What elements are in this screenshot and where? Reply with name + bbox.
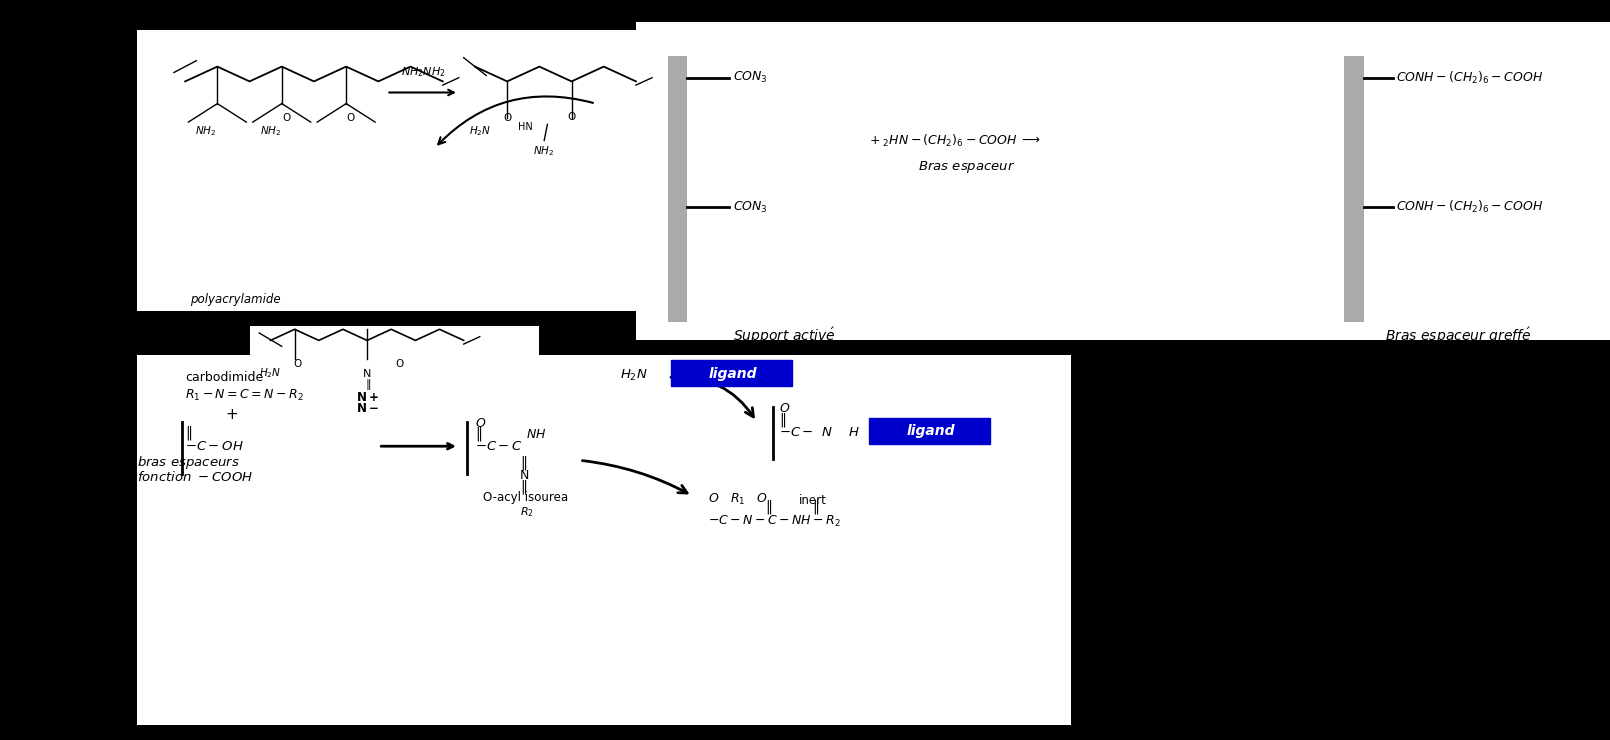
- FancyArrowPatch shape: [671, 377, 753, 417]
- Text: $NH_2$: $NH_2$: [195, 124, 217, 138]
- Text: $+$: $+$: [225, 407, 238, 422]
- Text: $H_2N$: $H_2N$: [469, 124, 491, 138]
- Text: $\|$: $\|$: [779, 411, 786, 429]
- Text: $-C-$: $-C-$: [779, 426, 813, 440]
- Bar: [250, 326, 539, 533]
- Text: O: O: [394, 359, 404, 369]
- Text: carbodimide: carbodimide: [185, 371, 264, 384]
- Bar: [1344, 56, 1364, 322]
- Text: $\mathbf{N-}$: $\mathbf{N-}$: [356, 402, 378, 415]
- Text: $\mathit{Support\ activ\acute{e}}$: $\mathit{Support\ activ\acute{e}}$: [733, 326, 836, 346]
- Text: N: N: [362, 369, 372, 379]
- Text: $H_2N$: $H_2N$: [259, 366, 282, 380]
- Text: $-C-OH$: $-C-OH$: [185, 440, 243, 453]
- Text: $\mathit{fonction\ -COOH}$: $\mathit{fonction\ -COOH}$: [137, 471, 253, 484]
- Text: polyacrylamide: polyacrylamide: [190, 293, 280, 306]
- Text: $CONH - (CH_2)_6 - COOH$: $CONH - (CH_2)_6 - COOH$: [1396, 70, 1542, 86]
- Text: $NH$: $NH$: [526, 428, 547, 441]
- FancyBboxPatch shape: [869, 418, 990, 444]
- Text: $\mathit{Bras\ espaceur}$: $\mathit{Bras\ espaceur}$: [918, 158, 1016, 175]
- Text: $\|$: $\|$: [475, 425, 481, 443]
- Text: O: O: [502, 113, 512, 124]
- Text: $\|$: $\|$: [185, 424, 192, 442]
- Text: $R_1 - N = C = N - R_2$: $R_1 - N = C = N - R_2$: [185, 388, 304, 403]
- Text: O-acyl isourea: O-acyl isourea: [483, 491, 568, 504]
- Text: $H$: $H$: [848, 426, 860, 440]
- Text: $-C-C$: $-C-C$: [475, 440, 523, 454]
- Text: $O \quad R_1 \quad O$: $O \quad R_1 \quad O$: [708, 492, 768, 507]
- Text: $CONH - (CH_2)_6 - COOH$: $CONH - (CH_2)_6 - COOH$: [1396, 199, 1542, 215]
- Text: $O$: $O$: [779, 402, 791, 415]
- FancyBboxPatch shape: [671, 360, 792, 386]
- Text: $-C - N - C - NH - R_2$: $-C - N - C - NH - R_2$: [708, 514, 840, 529]
- Text: $\mathit{Bras\ espaceur\ greff\acute{e}}$: $\mathit{Bras\ espaceur\ greff\acute{e}}…: [1385, 326, 1531, 346]
- Bar: [137, 355, 1071, 725]
- FancyArrowPatch shape: [583, 460, 687, 493]
- Text: $R_2$: $R_2$: [520, 505, 535, 519]
- Text: $NH_2$: $NH_2$: [259, 124, 282, 138]
- Text: ligand: ligand: [708, 367, 757, 380]
- Text: O: O: [282, 113, 291, 124]
- Text: $CON_3$: $CON_3$: [733, 70, 768, 85]
- Text: $NH_2$: $NH_2$: [533, 144, 555, 158]
- Text: $\|$: $\|$: [520, 478, 526, 496]
- Text: O: O: [293, 359, 303, 369]
- Text: $\| \qquad\quad \|$: $\| \qquad\quad \|$: [765, 498, 819, 516]
- Text: $\mathit{bras\ espaceurs}$: $\mathit{bras\ espaceurs}$: [137, 454, 240, 471]
- Text: inert: inert: [799, 494, 826, 508]
- Bar: [668, 56, 687, 322]
- Text: $H_2N$: $H_2N$: [620, 369, 647, 383]
- Bar: [636, 22, 1610, 340]
- Text: ligand: ligand: [906, 424, 955, 437]
- Text: $\parallel$: $\parallel$: [362, 377, 372, 392]
- Text: $+ \; _2HN - (CH_2)_6 - COOH \; \longrightarrow$: $+ \; _2HN - (CH_2)_6 - COOH \; \longrig…: [869, 132, 1042, 149]
- Text: O: O: [567, 112, 576, 123]
- Text: $\mathbf{N+}$: $\mathbf{N+}$: [356, 391, 378, 404]
- Text: $N$: $N$: [821, 426, 832, 440]
- Text: O: O: [346, 113, 356, 124]
- Text: N: N: [520, 468, 530, 482]
- Text: $NH_2NH_2$: $NH_2NH_2$: [401, 65, 446, 79]
- Text: $O$: $O$: [475, 417, 486, 430]
- Text: $CON_3$: $CON_3$: [733, 200, 768, 215]
- Text: HN: HN: [518, 122, 533, 132]
- Text: $\|$: $\|$: [520, 454, 526, 471]
- FancyArrowPatch shape: [438, 96, 592, 144]
- Bar: [137, 30, 660, 311]
